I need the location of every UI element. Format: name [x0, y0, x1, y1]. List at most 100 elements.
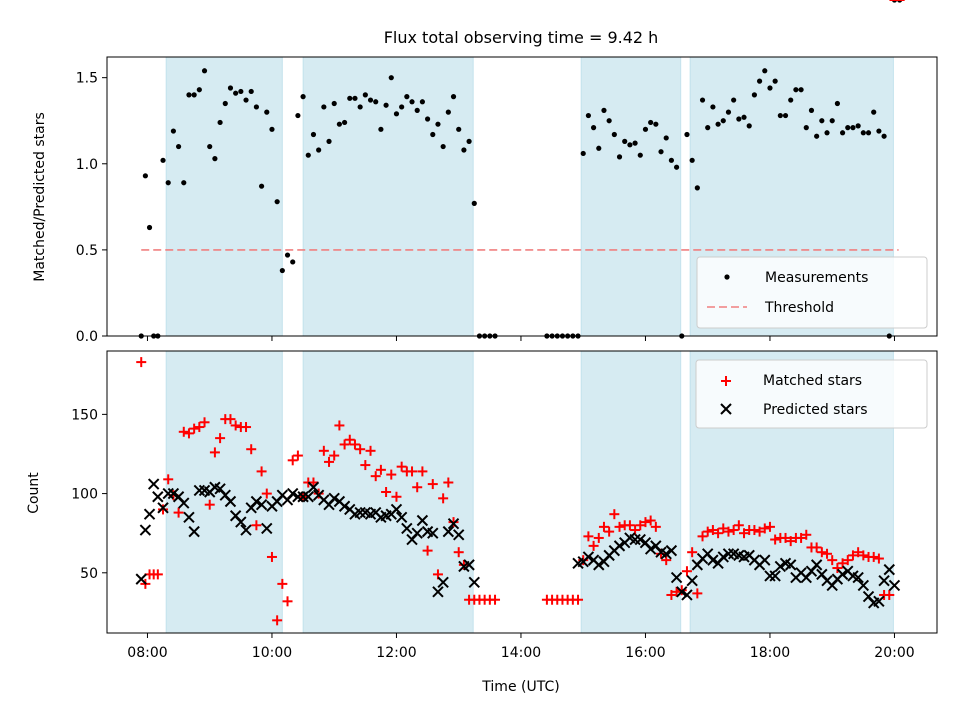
matched-star-point — [261, 488, 272, 499]
predicted-star-point — [634, 533, 646, 546]
measurement-point — [881, 133, 887, 139]
matched-star-point — [355, 444, 366, 455]
measurement-point — [819, 118, 825, 124]
measurement-point — [751, 92, 758, 98]
matched-star-point — [438, 493, 449, 504]
predicted-star-point — [152, 491, 164, 503]
matched-star-point — [858, 550, 869, 561]
y-tick-label: 100 — [71, 487, 98, 503]
measurement-point — [435, 121, 441, 127]
x-tick-label: 08:00 — [127, 645, 167, 661]
measurement-point — [725, 109, 732, 115]
matched-star-point — [287, 455, 298, 466]
predicted-star-point — [836, 568, 849, 581]
matched-star-point — [780, 532, 791, 543]
predicted-star-point — [390, 503, 403, 516]
measurement-point — [736, 116, 742, 122]
bottom-y-ticks: 50 100 150 — [71, 407, 107, 582]
matched-star-point — [349, 439, 360, 450]
predicted-star-point — [852, 571, 864, 584]
matched-star-point — [847, 550, 858, 561]
measurement-point — [352, 95, 358, 101]
measurement-point — [834, 100, 841, 107]
predicted-star-point — [135, 573, 147, 585]
y-tick-label: 0.0 — [76, 329, 98, 345]
top-axes-frame — [106, 56, 938, 337]
matched-star-point — [811, 542, 822, 553]
legend-matched-marker — [721, 376, 731, 386]
bottom-panel: 50 100 150 08:00 10:00 12:00 14:00 16:00 18:00 2… — [26, 0, 938, 695]
predicted-star-point — [888, 579, 901, 592]
matched-star-point — [458, 559, 469, 570]
predicted-star-point — [162, 487, 174, 500]
measurement-point — [186, 92, 192, 98]
measurement-point — [788, 97, 794, 103]
measurement-point — [466, 138, 472, 144]
matched-star-point — [360, 460, 371, 471]
measurement-point — [207, 143, 213, 150]
measurement-point — [741, 114, 747, 120]
predicted-star-point — [463, 559, 475, 571]
measurement-point — [201, 68, 208, 74]
measurement-point — [253, 104, 259, 110]
measurement-point — [191, 92, 197, 98]
predicted-star-point — [416, 514, 429, 527]
matched-star-point — [334, 420, 345, 431]
matched-star-point — [386, 469, 397, 480]
measurement-point — [217, 119, 223, 126]
measurement-point — [175, 143, 182, 150]
measurement-point — [824, 130, 830, 136]
matched-star-point — [770, 534, 781, 545]
matched-star-point — [313, 488, 324, 499]
measurement-point — [233, 90, 239, 96]
bottom-legend: Matched stars Predicted stars — [695, 359, 928, 429]
measurement-point — [772, 78, 778, 84]
predicted-star-point — [785, 559, 797, 571]
matched-star-point — [816, 547, 827, 558]
predicted-star-point — [764, 570, 776, 582]
measurement-point — [627, 142, 633, 148]
measurement-point — [876, 128, 882, 134]
top-shaded-intervals — [165, 56, 894, 337]
matched-star-point — [868, 551, 879, 562]
measurement-point — [715, 121, 721, 127]
matched-star-point — [417, 466, 428, 477]
matched-star-point — [204, 499, 215, 510]
measurement-point — [637, 152, 643, 158]
measurement-point — [310, 131, 317, 138]
measurement-point — [767, 85, 773, 91]
legend-predicted-label: Predicted stars — [763, 402, 868, 418]
measurement-point — [622, 138, 628, 144]
predicted-star-point — [676, 586, 688, 598]
matched-star-point — [832, 563, 843, 574]
matched-star-point — [365, 445, 376, 456]
matched-star-point — [583, 531, 594, 542]
predicted-star-point — [255, 498, 268, 511]
matched-star-point — [163, 474, 174, 485]
y-tick-label: 50 — [80, 566, 98, 582]
predicted-star-point — [240, 524, 252, 536]
measurement-point — [409, 99, 415, 105]
measurement-point — [373, 99, 379, 105]
predicted-star-point — [143, 508, 156, 520]
measurement-point — [731, 97, 737, 103]
bottom-axes-frame — [106, 350, 938, 634]
bottom-legend-box — [695, 359, 928, 429]
matched-star-point — [764, 521, 775, 532]
measurement-point — [658, 149, 664, 155]
matched-star-point — [329, 450, 340, 461]
predicted-star-point — [401, 522, 413, 535]
matched-star-point — [246, 444, 257, 455]
matched-star-point — [759, 523, 770, 534]
matched-star-point — [853, 547, 864, 558]
measurement-point — [341, 119, 348, 126]
measurement-point — [663, 135, 669, 141]
predicted-star-point — [287, 487, 299, 500]
matched-star-point — [375, 464, 386, 475]
measurement-point — [331, 100, 337, 107]
predicted-star-point — [183, 511, 195, 524]
measurement-points — [138, 0, 903, 339]
predicted-star-point — [447, 517, 460, 530]
legend-threshold-label: Threshold — [764, 300, 834, 316]
